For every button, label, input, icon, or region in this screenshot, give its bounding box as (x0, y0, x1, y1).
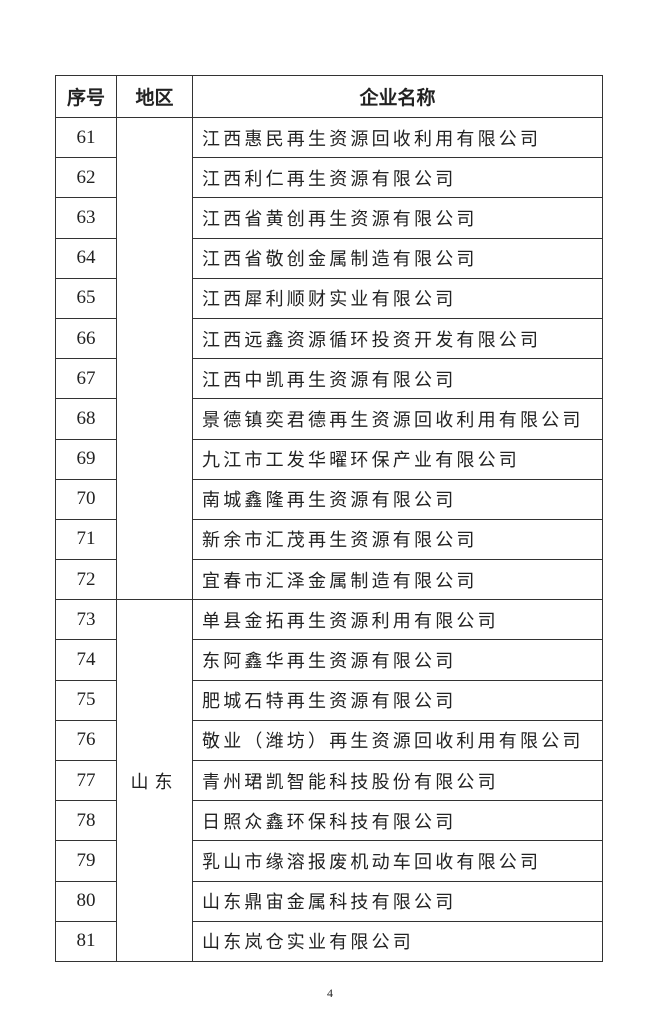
table-row: 69 九江市工发华曜环保产业有限公司 (55, 438, 603, 480)
page-number: 4 (327, 986, 333, 1000)
company-name: 景德镇奕君德再生资源回收利用有限公司 (192, 398, 603, 440)
company-name: 九江市工发华曜环保产业有限公司 (192, 438, 603, 480)
region-cell (116, 116, 193, 601)
header-region: 地区 (116, 75, 193, 118)
table-row: 73 山东 单县金拓再生资源利用有限公司 (55, 599, 603, 962)
table-body: 61 江西惠民再生资源回收利用有限公司 62 江西利仁再生资源有限公司 63 江西省黄创再… (55, 116, 603, 962)
row-number: 65 (55, 277, 117, 319)
row-number: 79 (55, 840, 117, 882)
table-row: 78 日照众鑫环保科技有限公司 (55, 800, 603, 842)
table-row: 77 青州珺凯智能科技股份有限公司 (55, 759, 603, 802)
row-number: 68 (55, 398, 117, 440)
company-name: 日照众鑫环保科技有限公司 (192, 800, 603, 842)
row-number: 66 (55, 317, 117, 360)
table-row: 80 山东鼎宙金属科技有限公司 (55, 880, 603, 922)
company-name: 江西中凯再生资源有限公司 (192, 358, 603, 400)
row-number: 72 (55, 559, 117, 601)
row-number: 67 (55, 358, 117, 400)
row-number: 62 (55, 157, 117, 199)
row-number: 74 (55, 639, 117, 681)
row-number: 70 (55, 478, 117, 520)
company-name: 敬业（潍坊）再生资源回收利用有限公司 (192, 719, 603, 762)
row-number: 78 (55, 800, 117, 842)
row-number: 77 (55, 759, 117, 802)
table-row: 79 乳山市缘溶报废机动车回收有限公司 (55, 840, 603, 882)
company-name: 青州珺凯智能科技股份有限公司 (192, 759, 603, 802)
company-name: 东阿鑫华再生资源有限公司 (192, 639, 603, 681)
row-number: 63 (55, 197, 117, 239)
table-row: 76 敬业（潍坊）再生资源回收利用有限公司 (55, 719, 603, 762)
table-row: 65 江西犀利顺财实业有限公司 (55, 277, 603, 319)
table-row: 67 江西中凯再生资源有限公司 (55, 358, 603, 400)
row-number: 75 (55, 679, 117, 721)
row-number: 61 (55, 116, 117, 159)
enterprise-table: 序号 地区 企业名称 61 江西惠民再生资源回收利用有限公司 62 江西利仁再生资源有… (55, 75, 603, 962)
table-row: 81 山东岚仓实业有限公司 (55, 920, 603, 962)
row-number: 81 (55, 920, 117, 962)
company-name: 江西犀利顺财实业有限公司 (192, 277, 603, 319)
header-name: 企业名称 (192, 75, 603, 118)
company-name: 江西利仁再生资源有限公司 (192, 157, 603, 199)
row-number: 76 (55, 719, 117, 762)
company-name: 宜春市汇泽金属制造有限公司 (192, 559, 603, 601)
company-name: 江西惠民再生资源回收利用有限公司 (192, 116, 603, 159)
company-name: 山东岚仓实业有限公司 (192, 920, 603, 962)
table-row: 75 肥城石特再生资源有限公司 (55, 679, 603, 721)
company-name: 江西省黄创再生资源有限公司 (192, 197, 603, 239)
row-number: 80 (55, 880, 117, 922)
company-name: 乳山市缘溶报废机动车回收有限公司 (192, 840, 603, 882)
table-header-row: 序号 地区 企业名称 (55, 75, 603, 118)
table-row: 66 江西远鑫资源循环投资开发有限公司 (55, 317, 603, 360)
header-no: 序号 (55, 75, 117, 118)
company-name: 南城鑫隆再生资源有限公司 (192, 478, 603, 520)
table-row: 63 江西省黄创再生资源有限公司 (55, 197, 603, 239)
row-number: 71 (55, 518, 117, 561)
table-row: 62 江西利仁再生资源有限公司 (55, 157, 603, 199)
company-name: 新余市汇茂再生资源有限公司 (192, 518, 603, 561)
company-name: 山东鼎宙金属科技有限公司 (192, 880, 603, 922)
region-cell: 山东 (116, 599, 193, 962)
row-number: 69 (55, 438, 117, 480)
table-row: 68 景德镇奕君德再生资源回收利用有限公司 (55, 398, 603, 440)
row-number: 73 (55, 599, 117, 641)
row-number: 64 (55, 237, 117, 279)
company-name: 肥城石特再生资源有限公司 (192, 679, 603, 721)
table-row: 64 江西省敬创金属制造有限公司 (55, 237, 603, 279)
company-name: 江西远鑫资源循环投资开发有限公司 (192, 317, 603, 360)
table-row: 61 江西惠民再生资源回收利用有限公司 (55, 116, 603, 601)
company-name: 单县金拓再生资源利用有限公司 (192, 599, 603, 641)
table-row: 72 宜春市汇泽金属制造有限公司 (55, 559, 603, 601)
company-name: 江西省敬创金属制造有限公司 (192, 237, 603, 279)
table-row: 74 东阿鑫华再生资源有限公司 (55, 639, 603, 681)
table-row: 71 新余市汇茂再生资源有限公司 (55, 518, 603, 561)
